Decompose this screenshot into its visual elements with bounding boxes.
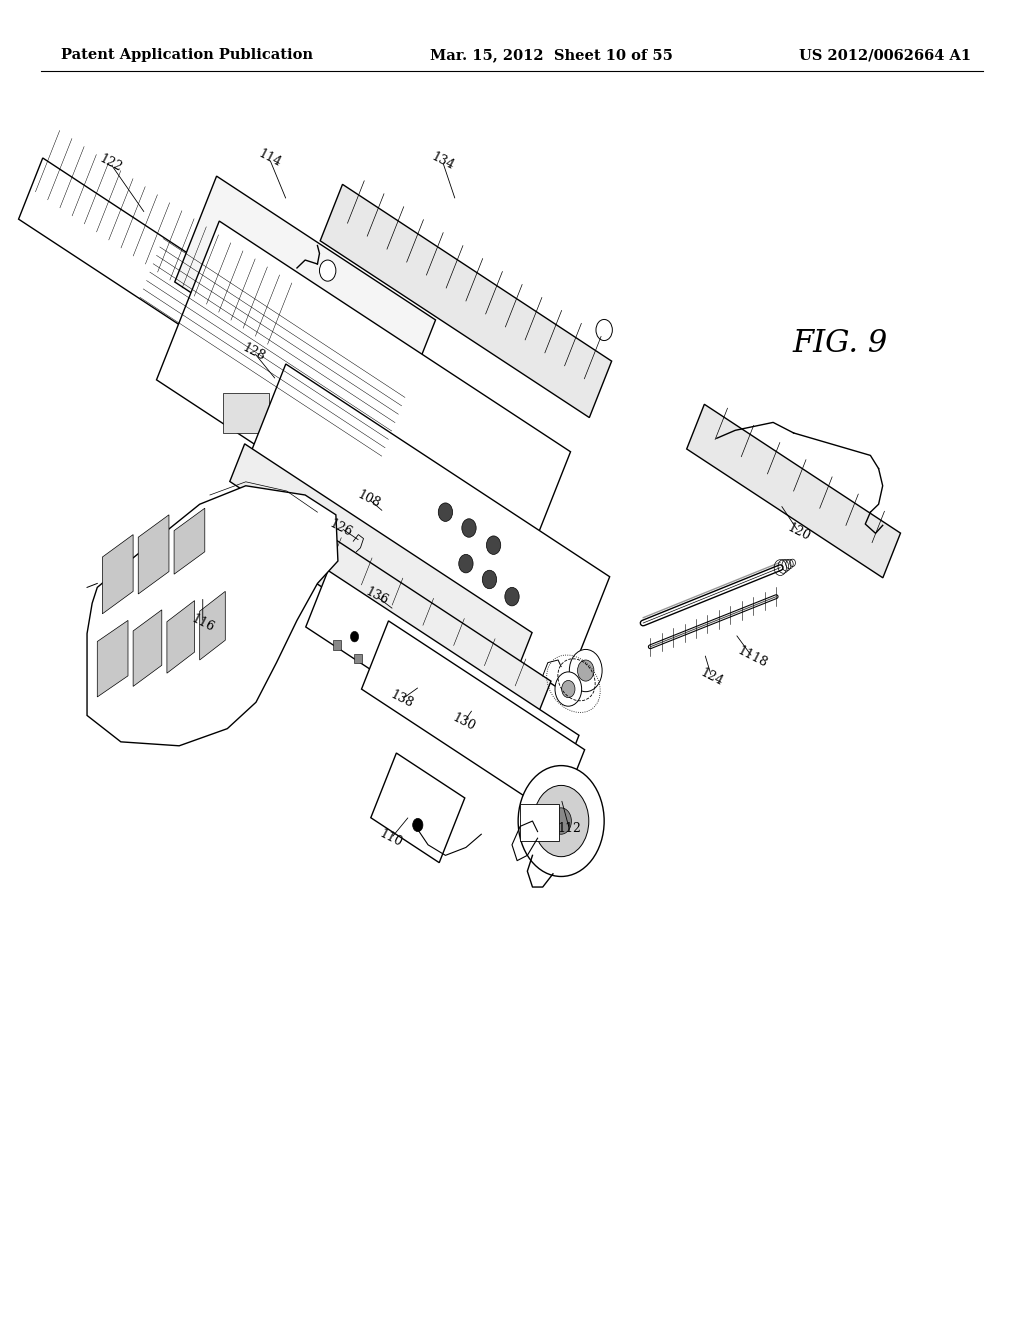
Circle shape [438,503,453,521]
Polygon shape [97,620,128,697]
Bar [285,306,310,330]
Text: 130: 130 [451,710,477,734]
Polygon shape [687,404,900,578]
Circle shape [518,766,604,876]
Circle shape [468,709,476,719]
Circle shape [350,631,358,642]
Text: 124: 124 [698,667,725,688]
Bar [544,779,551,788]
Circle shape [297,413,307,426]
Text: 114: 114 [256,147,283,170]
Polygon shape [18,158,285,378]
Polygon shape [306,570,579,792]
Bar [502,751,509,760]
Circle shape [486,536,501,554]
Polygon shape [138,515,169,594]
Polygon shape [102,535,133,614]
Polygon shape [200,591,225,660]
Circle shape [438,689,446,700]
Text: 116: 116 [189,611,216,635]
Text: Mar. 15, 2012  Sheet 10 of 55: Mar. 15, 2012 Sheet 10 of 55 [430,49,673,62]
Bar [297,450,336,479]
Text: 1118: 1118 [735,644,770,671]
Bar [376,668,383,677]
Bar [438,710,446,718]
Bar [223,393,269,433]
Polygon shape [175,176,435,426]
Polygon shape [167,601,195,673]
Circle shape [596,319,612,341]
Polygon shape [87,486,338,746]
Text: 134: 134 [429,149,456,173]
Bar [460,723,467,733]
Bar [261,330,287,350]
Circle shape [409,669,417,680]
Polygon shape [241,364,609,692]
Circle shape [551,808,571,834]
Circle shape [505,587,519,606]
Circle shape [482,570,497,589]
Circle shape [555,672,582,706]
Text: FIG. 9: FIG. 9 [792,327,888,359]
Text: Patent Application Publication: Patent Application Publication [61,49,313,62]
Circle shape [534,785,589,857]
Circle shape [562,681,575,698]
Bar [396,682,403,692]
Bar [261,426,302,459]
Text: 112: 112 [557,822,582,836]
Bar [523,764,530,774]
Bar [354,655,361,664]
Bar [520,804,559,841]
Polygon shape [229,444,532,671]
Polygon shape [371,752,465,863]
Polygon shape [133,610,162,686]
Polygon shape [174,508,205,574]
Circle shape [459,554,473,573]
Text: 108: 108 [355,487,382,511]
Polygon shape [157,220,570,611]
Bar [338,475,377,504]
Text: 110: 110 [378,826,404,850]
Bar [264,290,290,314]
Polygon shape [264,504,551,726]
Text: US 2012/0062664 A1: US 2012/0062664 A1 [799,49,971,62]
Text: 136: 136 [364,585,390,609]
Circle shape [578,660,594,681]
Circle shape [526,747,535,758]
Circle shape [280,403,290,416]
Bar [418,696,425,705]
Text: 122: 122 [97,153,124,174]
Bar [481,737,488,746]
Bar [334,640,341,649]
Polygon shape [321,185,611,417]
Circle shape [380,651,388,661]
Bar [328,432,364,465]
Polygon shape [361,620,585,818]
Bar [379,499,415,525]
Text: 138: 138 [388,688,415,711]
Circle shape [413,818,423,832]
Circle shape [497,727,505,738]
Circle shape [321,426,331,440]
Circle shape [569,649,602,692]
Text: 128: 128 [241,342,267,363]
Circle shape [462,519,476,537]
Text: 126: 126 [328,517,354,539]
Text: 120: 120 [785,521,812,543]
Circle shape [319,260,336,281]
